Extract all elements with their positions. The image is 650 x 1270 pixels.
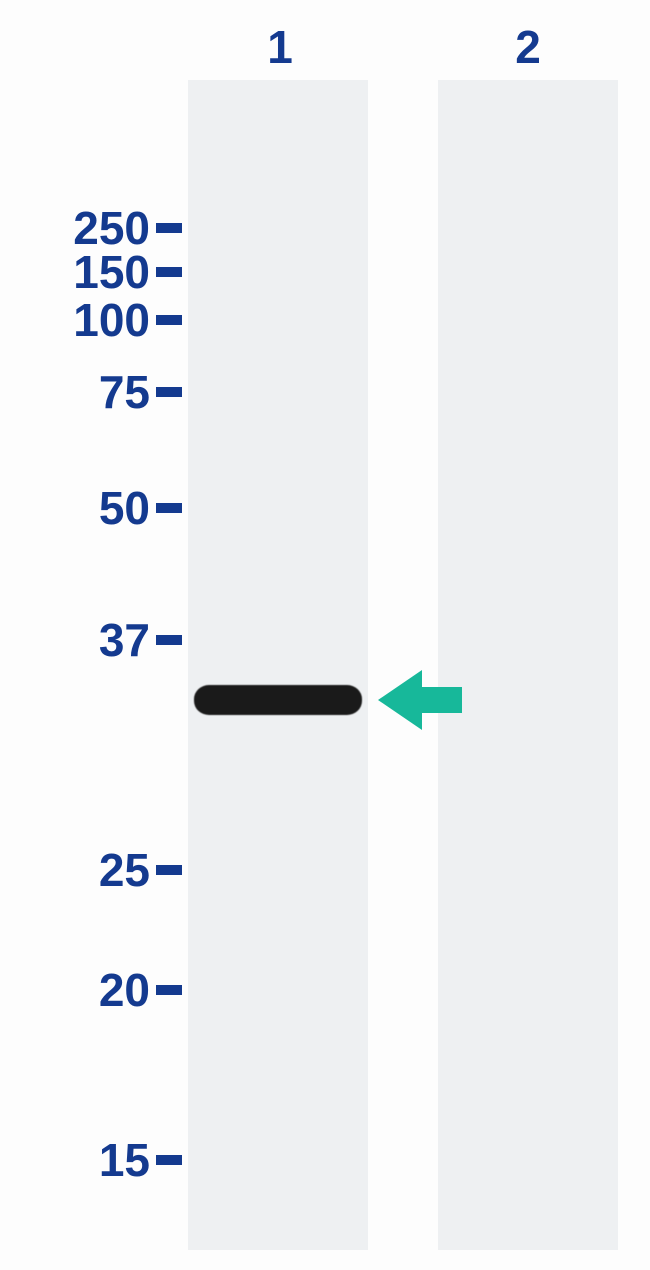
band-lane-1 bbox=[194, 685, 362, 715]
lane-1 bbox=[188, 80, 368, 1250]
ladder-dash-50 bbox=[156, 503, 182, 513]
ladder-dash-100 bbox=[156, 315, 182, 325]
ladder-label-150: 150 bbox=[73, 249, 150, 295]
ladder-dash-250 bbox=[156, 223, 182, 233]
ladder-label-20: 20 bbox=[99, 967, 150, 1013]
ladder-label-25: 25 bbox=[99, 847, 150, 893]
ladder-label-37: 37 bbox=[99, 617, 150, 663]
ladder-dash-150 bbox=[156, 267, 182, 277]
ladder-label-100: 100 bbox=[73, 297, 150, 343]
ladder-label-50: 50 bbox=[99, 485, 150, 531]
ladder-dash-25 bbox=[156, 865, 182, 875]
lane-header-1: 1 bbox=[250, 20, 310, 74]
ladder-dash-20 bbox=[156, 985, 182, 995]
ladder-dash-37 bbox=[156, 635, 182, 645]
lane-header-2: 2 bbox=[498, 20, 558, 74]
arrow-icon bbox=[378, 670, 462, 730]
ladder-label-75: 75 bbox=[99, 369, 150, 415]
blot-canvas: 1 2 250150100 75 50 37 25 20 15 bbox=[0, 0, 650, 1270]
lane-2 bbox=[438, 80, 618, 1250]
ladder-dash-15 bbox=[156, 1155, 182, 1165]
ladder-label-250: 250 bbox=[73, 205, 150, 251]
ladder-label-15: 15 bbox=[99, 1137, 150, 1183]
ladder-dash-75 bbox=[156, 387, 182, 397]
